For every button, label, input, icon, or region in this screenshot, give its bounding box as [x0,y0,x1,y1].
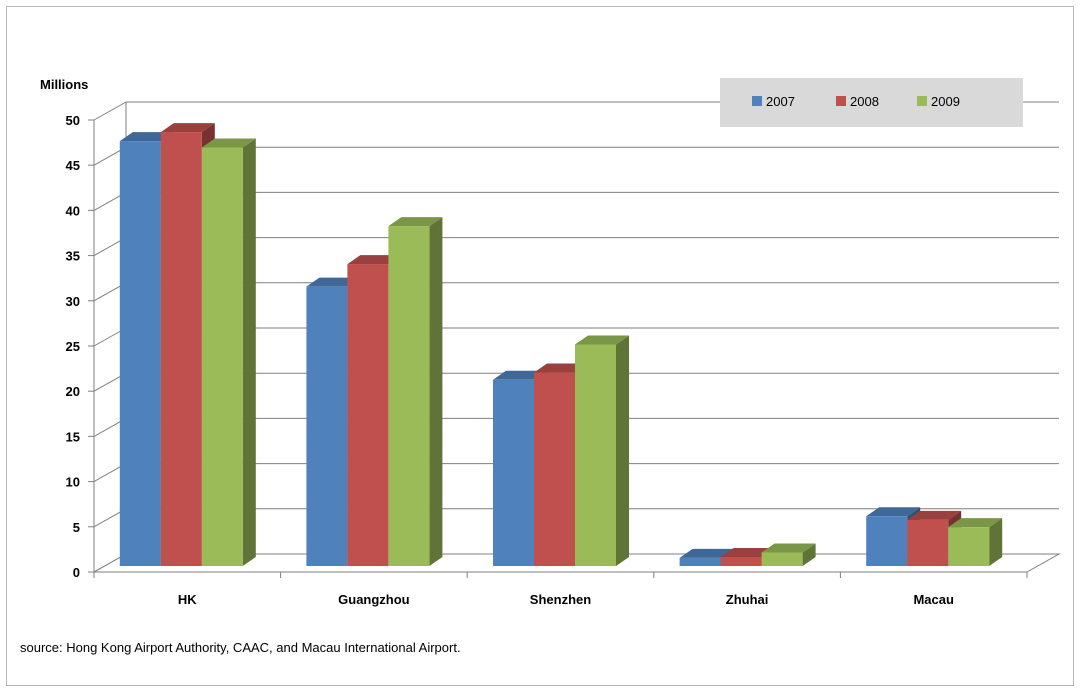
bar-top [907,510,962,520]
bar-front [493,379,534,566]
bar-top [720,547,775,557]
y-tick-label: 20 [66,384,80,399]
bar-top [575,335,629,345]
y-tick-label: 10 [66,475,80,490]
bar-front [534,372,575,566]
y-tick-label: 30 [66,294,80,309]
bar-top [306,277,361,287]
bar-side [242,138,256,566]
legend-background [720,78,1023,127]
legend-label-2008: 2008 [850,94,879,109]
bar-front [306,286,348,566]
bar-front [720,556,762,566]
bar-top [948,518,1003,528]
bar-side [429,217,443,566]
bar-shenzhen-2009 [575,335,629,566]
y-tick-label: 50 [66,113,80,128]
bar-front [201,147,243,566]
bar-top [201,138,256,148]
bar-front [388,226,430,566]
y-tick-label: 35 [66,249,80,264]
bar-top [679,548,734,558]
y-tick-label: 0 [73,565,80,580]
bar-hk-2009 [201,138,256,566]
legend-swatch-2007 [752,96,762,106]
bar-side [802,543,816,566]
bar-front [575,344,616,566]
source-note: source: Hong Kong Airport Authority, CAA… [20,640,461,655]
bar-side [989,518,1003,566]
bar-side [616,335,629,566]
y-tick-label: 25 [66,339,80,354]
bar-top [534,363,588,373]
legend-swatch-2009 [917,96,927,106]
gridline-side [93,101,127,121]
legend-label-2007: 2007 [766,94,795,109]
bar-top [866,507,921,517]
y-tick-label: 40 [66,203,80,218]
bar-front [866,516,908,566]
bar-top [493,370,547,380]
bar-zhuhai-2009 [761,543,816,566]
bars [119,123,1003,566]
x-category-label: Guangzhou [338,592,410,607]
bar-front [948,527,990,566]
x-category-label: HK [178,592,197,607]
bar-front [160,132,202,566]
y-tick-label: 45 [66,158,80,173]
y-tick-label: 5 [73,520,80,535]
bar-front [347,264,389,566]
labels: Millions 0 5 10 15 20 25 30 35 40 45 50 HK Guangzhou… [40,77,954,607]
legend: 2007 2008 2009 [720,78,1023,127]
bar-shenzhen-2007 [493,370,547,566]
bar-top [388,217,443,227]
bar-top [160,123,215,133]
y-tick-label: 15 [66,429,80,444]
bar-front [907,519,949,566]
legend-label-2009: 2009 [931,94,960,109]
bar-front [119,141,161,566]
bar-macau-2009 [948,518,1003,566]
bar-top [761,543,816,553]
x-category-label: Macau [913,592,954,607]
bar-top [347,255,402,265]
bar-top [119,132,174,142]
bar-front [679,557,721,566]
x-category-label: Shenzhen [530,592,591,607]
x-category-label: Zhuhai [726,592,769,607]
bar-front [761,552,803,566]
bar-guangzhou-2009 [388,217,443,566]
y-axis-unit-label: Millions [40,77,88,92]
chart-floor [92,553,1061,573]
legend-swatch-2008 [836,96,846,106]
